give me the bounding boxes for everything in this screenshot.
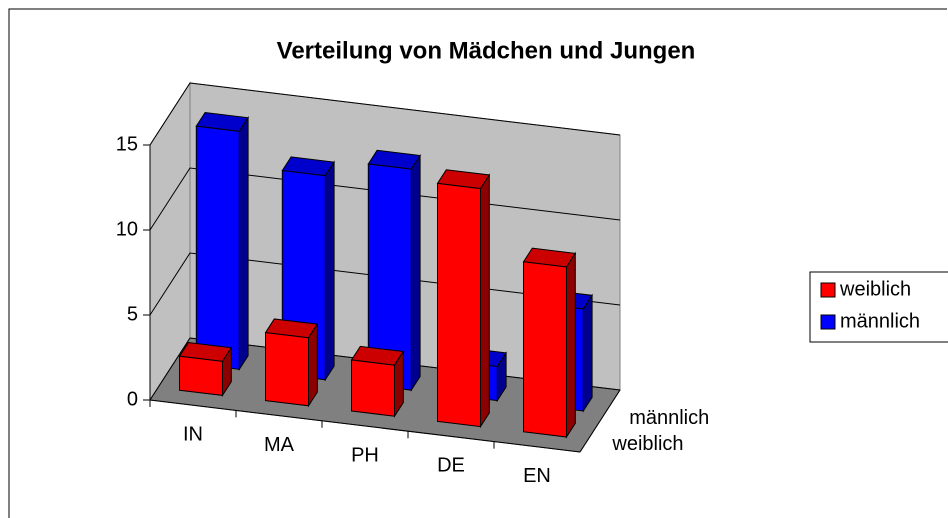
legend-label: weiblich [839, 278, 911, 300]
bar [436, 169, 491, 429]
x-tick-label: IN [183, 423, 203, 445]
bar [264, 318, 319, 408]
bar-side [410, 153, 421, 392]
y-tick-label: 5 [127, 303, 138, 325]
x-tick-label: EN [523, 465, 551, 487]
bar-side [308, 322, 318, 408]
depth-axis [579, 389, 621, 453]
bar-side [566, 251, 576, 439]
x-tick-label: PH [351, 444, 379, 466]
y-tick-label: 0 [127, 388, 138, 410]
bar-front [523, 261, 567, 438]
legend-swatch [820, 314, 836, 330]
y-tick-label: 10 [116, 218, 138, 240]
chart-title: Verteilung von Mädchen und Jungen [277, 37, 696, 64]
bar-front [437, 182, 481, 428]
bar [178, 342, 233, 398]
bar-side [582, 293, 593, 413]
depth-label: männlich [629, 407, 709, 429]
depth-label: weiblich [611, 433, 683, 455]
x-axis [149, 399, 581, 453]
bar-side [480, 173, 490, 429]
bar-front [195, 125, 240, 370]
bar-side [324, 160, 335, 382]
legend-swatch [820, 282, 836, 298]
bar [522, 247, 577, 439]
bar-front [179, 355, 223, 396]
legend-label: männlich [840, 310, 920, 332]
bar [367, 149, 421, 392]
bar-front [351, 359, 395, 417]
grid-line [149, 82, 621, 146]
x-tick-label: MA [264, 434, 295, 456]
chart-border [8, 8, 947, 518]
x-tick-label: DE [437, 455, 465, 477]
bar [195, 111, 249, 372]
bar-front [265, 332, 309, 407]
y-tick-label: 15 [116, 133, 138, 155]
bar [350, 345, 405, 418]
bar-side [238, 116, 249, 372]
